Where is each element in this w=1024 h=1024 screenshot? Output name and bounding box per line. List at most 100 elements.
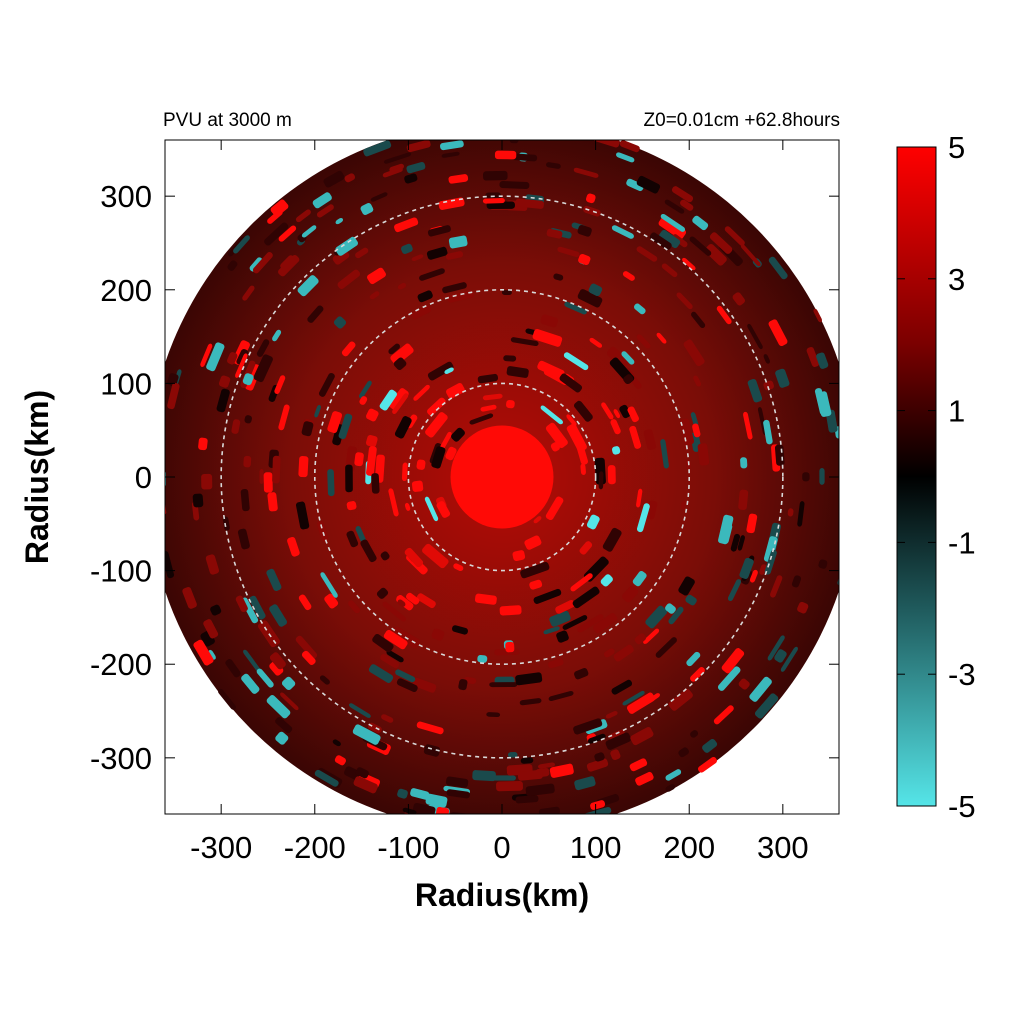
- pv-cell: [444, 367, 454, 374]
- pv-cell: [472, 770, 496, 782]
- pv-cell: [416, 721, 444, 735]
- pv-cell: [367, 267, 386, 285]
- x-tick-label: 100: [570, 830, 622, 865]
- pv-cell: [376, 587, 389, 599]
- y-axis-ticks: 300 200 100 0 -100 -200 -300: [90, 179, 839, 776]
- pv-cell: [417, 290, 433, 303]
- pv-cell: [529, 579, 543, 590]
- pv-cell: [630, 727, 654, 746]
- pv-cell: [740, 244, 761, 267]
- pv-cell: [774, 649, 787, 663]
- pv-cell: [226, 352, 238, 365]
- y-tick-label: 300: [100, 179, 152, 214]
- pv-cell: [564, 301, 587, 315]
- pv-cell: [348, 600, 361, 614]
- pv-cell: [392, 393, 409, 414]
- pv-cell: [607, 465, 616, 485]
- pv-cell: [671, 186, 694, 203]
- pv-cell: [266, 568, 282, 591]
- pv-cell: [233, 235, 250, 254]
- pv-cell: [658, 229, 681, 249]
- pv-cell: [540, 314, 558, 328]
- pv-cell: [586, 514, 600, 530]
- pv-cell: [537, 360, 565, 379]
- pv-cell: [660, 213, 686, 232]
- pv-cell: [717, 666, 741, 691]
- pv-cell: [295, 501, 310, 530]
- pv-cell: [690, 730, 699, 738]
- pv-cell: [240, 489, 250, 512]
- pv-cell: [538, 806, 560, 814]
- pv-cell: [388, 488, 399, 517]
- pv-cell: [349, 703, 371, 718]
- pv-cell: [270, 199, 289, 217]
- pv-cell: [489, 682, 518, 688]
- pv-cell: [249, 257, 263, 272]
- pv-cell: [427, 397, 446, 416]
- pv-cell: [574, 668, 589, 680]
- pv-cell: [218, 688, 236, 710]
- pv-cell: [404, 547, 424, 568]
- colorbar-tick-label: -3: [948, 657, 976, 692]
- pv-cell: [622, 271, 635, 281]
- pv-cell: [634, 303, 646, 315]
- pv-cell: [413, 384, 430, 401]
- pv-cell: [206, 342, 225, 372]
- pv-cell: [622, 690, 645, 706]
- pv-cell: [533, 516, 542, 524]
- pv-cell: [301, 650, 316, 665]
- pv-cell: [538, 762, 555, 769]
- pv-cell: [201, 473, 213, 490]
- pv-cell: [499, 605, 522, 616]
- pv-cell: [520, 757, 534, 764]
- colorbar: 5 3 1 -1 -3 -5: [896, 130, 976, 824]
- pv-cell: [517, 769, 543, 781]
- pv-cell: [661, 263, 678, 278]
- colorbar-ticks: 5 3 1 -1 -3 -5: [897, 130, 976, 824]
- pv-cell: [623, 374, 634, 385]
- pv-cell: [698, 757, 717, 773]
- pv-cell: [690, 667, 705, 682]
- pv-cell: [256, 339, 270, 357]
- pv-cell: [587, 733, 606, 744]
- y-axis-label: Radius(km): [19, 390, 55, 564]
- pv-cell: [410, 788, 430, 800]
- pv-cell: [344, 173, 356, 183]
- pv-core: [450, 425, 554, 529]
- pv-cell: [335, 236, 358, 256]
- pv-cell: [704, 243, 727, 266]
- pv-cell: [287, 536, 300, 557]
- pv-cell: [388, 343, 400, 355]
- pv-cell: [397, 599, 406, 607]
- pv-cell: [619, 140, 640, 153]
- pv-cell: [683, 339, 705, 367]
- pv-cell: [451, 625, 469, 635]
- pv-cell: [768, 256, 788, 280]
- pv-cell: [510, 153, 538, 162]
- pv-cell: [627, 406, 639, 423]
- pv-cell: [629, 425, 642, 449]
- pv-cell: [208, 649, 216, 660]
- pv-cell: [427, 361, 454, 381]
- pv-cell: [635, 771, 654, 786]
- pv-cell: [445, 446, 457, 461]
- pv-cell: [275, 717, 293, 734]
- pv-cell: [525, 783, 555, 797]
- pv-cell: [200, 343, 213, 367]
- pv-cell: [586, 758, 609, 772]
- x-tick-label: 300: [757, 830, 809, 865]
- pv-cell: [242, 285, 255, 301]
- pv-cell: [242, 373, 254, 386]
- pv-cell: [676, 292, 693, 310]
- pv-cell: [153, 558, 165, 578]
- pv-cell: [665, 784, 676, 792]
- pv-cell: [256, 668, 274, 688]
- pv-cell: [574, 776, 596, 791]
- pv-cell: [577, 289, 603, 308]
- pv-cell: [709, 232, 733, 254]
- pv-cell: [411, 305, 432, 320]
- pv-cell: [390, 343, 414, 365]
- pv-cell: [365, 434, 378, 448]
- pv-cell: [643, 628, 660, 644]
